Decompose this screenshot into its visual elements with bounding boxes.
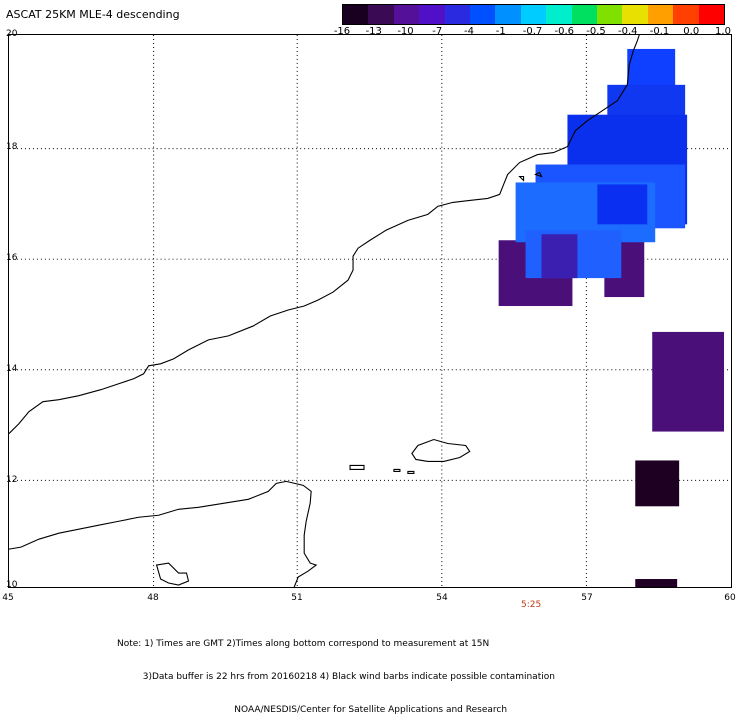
color-scale-tick-label: 0.0	[683, 26, 700, 37]
lon-label-54: 54	[436, 593, 448, 603]
color-scale-tick-label: -0.7	[522, 26, 543, 37]
coastline	[9, 35, 640, 587]
color-scale-segment	[444, 5, 471, 24]
lon-label-45: 45	[2, 593, 14, 603]
data-swath-low	[498, 232, 725, 587]
color-scale-tick-label: -0.1	[649, 26, 670, 37]
color-scale-segment	[647, 5, 674, 24]
color-scale-bar	[342, 4, 725, 25]
map-panel	[8, 34, 732, 588]
color-scale-tick-label: -7	[432, 26, 443, 37]
map-title: ASCAT 25KM MLE-4 descending	[6, 8, 180, 21]
pass-time-label: 5:25	[521, 600, 542, 610]
color-scale-segment	[470, 5, 496, 24]
map-canvas	[9, 35, 731, 587]
color-scale-tick-label: 1.0	[715, 26, 731, 37]
color-scale-tick-label: -13	[365, 26, 382, 37]
lat-label-14: 14	[6, 364, 18, 374]
color-scale-tick-label: -16	[333, 26, 351, 37]
color-scale-segment	[393, 5, 420, 24]
color-scale-tick-label: -0.4	[617, 26, 638, 37]
color-scale-segment	[673, 5, 699, 24]
lon-label-60: 60	[724, 593, 736, 603]
footnote-line-1: Note: 1) Times are GMT 2)Times along bot…	[117, 639, 490, 649]
color-scale-tick-label: -0.5	[586, 26, 606, 37]
color-scale-segment	[698, 5, 725, 24]
lat-label-18: 18	[6, 142, 18, 152]
lon-label-57: 57	[581, 593, 593, 603]
lat-label-10: 10	[6, 580, 18, 590]
lon-label-51: 51	[291, 593, 303, 603]
color-scale-tick-label: -0.6	[554, 26, 575, 37]
color-scale-tick-label: -4	[464, 26, 474, 37]
lat-label-20: 20	[6, 29, 18, 39]
footnote-line-3: NOAA/NESDIS/Center for Satellite Applica…	[117, 705, 508, 715]
color-scale-segment	[368, 5, 394, 24]
lat-label-16: 16	[6, 253, 18, 263]
color-scale-labels: -16 -13 -10 -7 -4 -1 -0.7 -0.6 -0.5 -0.4 -0.1 0.0 1.…	[334, 26, 731, 38]
footnote-line-2: 3)Data buffer is 22 hrs from 20160218 4)…	[117, 672, 555, 682]
lat-label-12: 12	[6, 475, 18, 485]
color-scale-tick-label: -1	[495, 26, 506, 37]
lon-label-48: 48	[147, 593, 159, 603]
color-scale-segment	[343, 5, 369, 24]
color-scale-segment	[571, 5, 598, 24]
color-scale-segment	[520, 5, 547, 24]
color-scale-segment	[622, 5, 648, 24]
color-scale-segment	[495, 5, 521, 24]
color-scale-segment	[546, 5, 572, 24]
color-scale-tick-label: -10	[397, 26, 414, 37]
footnotes: Note: 1) Times are GMT 2)Times along bot…	[117, 617, 555, 727]
color-scale-segment	[597, 5, 623, 24]
color-scale-segment	[419, 5, 445, 24]
data-swath-blue	[515, 48, 688, 279]
